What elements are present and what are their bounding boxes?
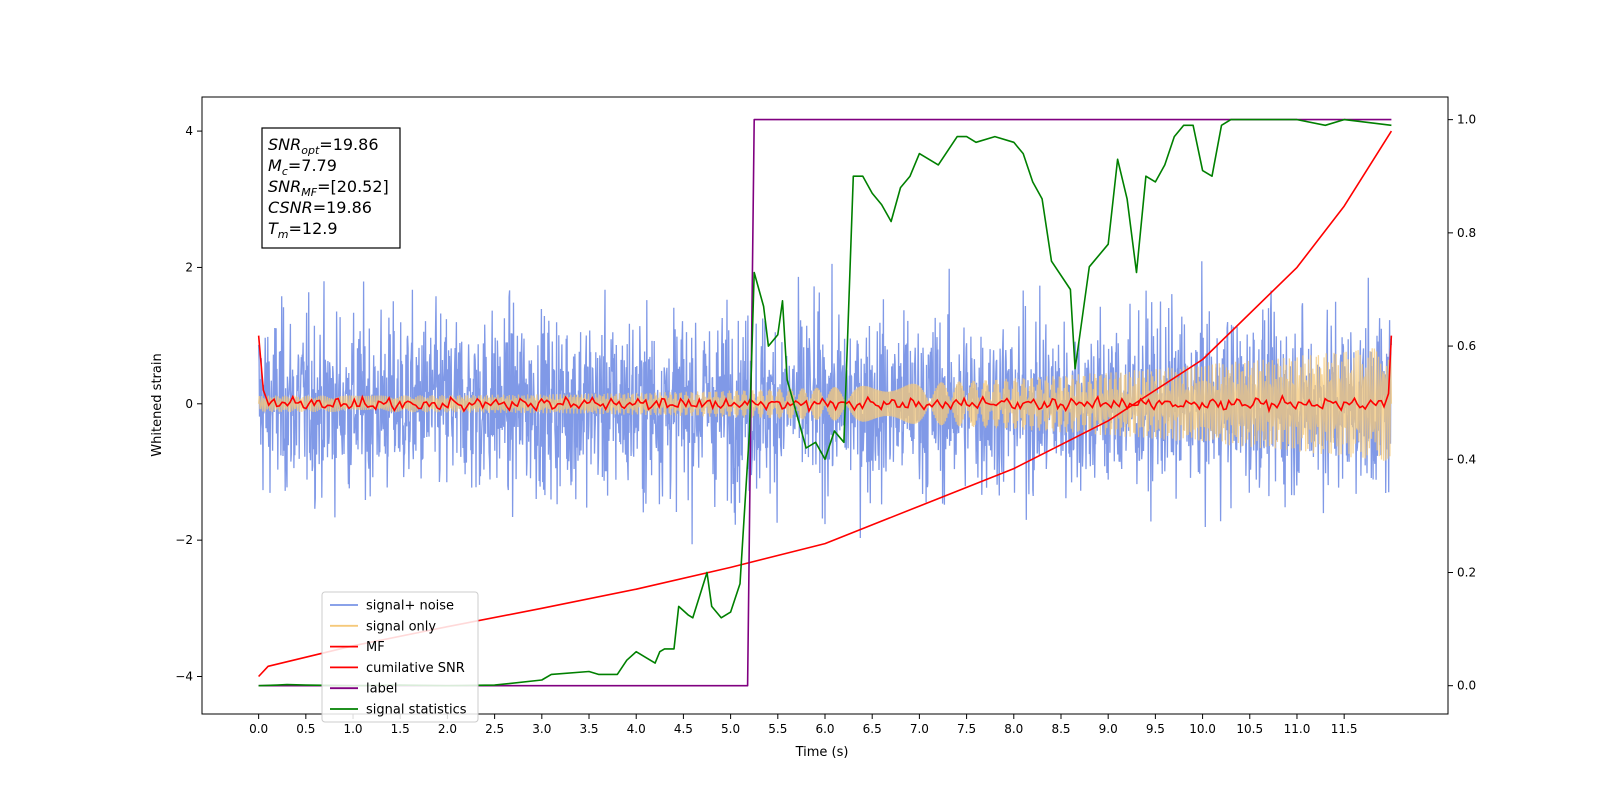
x-tick-label: 0.5: [296, 722, 315, 736]
legend-entry: signal+ noise: [366, 599, 454, 614]
x-tick-label: 8.0: [1004, 722, 1023, 736]
x-tick-label: 7.5: [957, 722, 976, 736]
y-tick-label: 2: [185, 260, 193, 274]
y-axis-ticks: 4 2 0 −2 −4: [175, 124, 202, 684]
annotation-frame: [261, 127, 401, 249]
x-tick-label: 3.5: [579, 722, 598, 736]
x-tick-label: 9.5: [1146, 722, 1165, 736]
x-tick-label: 5.5: [768, 722, 787, 736]
legend-entry: cumilative SNR: [366, 661, 465, 676]
series-signal-statistics: [258, 118, 1392, 687]
x-tick-label: 10.5: [1236, 722, 1263, 736]
y-tick-label: 0: [185, 397, 193, 411]
x-tick-label: 6.5: [863, 722, 882, 736]
y-axis-label: Whitened strain: [150, 353, 165, 456]
right-axis-ticks: 1.0 0.8 0.6 0.4 0.2 0.0: [1448, 113, 1476, 693]
right-tick-label: 0.0: [1457, 679, 1476, 693]
series-signal-only: [257, 348, 1393, 461]
x-tick-label: 7.0: [910, 722, 929, 736]
x-tick-label: 11.0: [1284, 722, 1311, 736]
right-tick-label: 1.0: [1457, 113, 1476, 127]
x-tick-label: 9.0: [1099, 722, 1118, 736]
x-tick-label: 0.0: [249, 722, 268, 736]
x-tick-label: 4.5: [674, 722, 693, 736]
right-tick-label: 0.6: [1457, 339, 1476, 353]
x-tick-label: 6.0: [815, 722, 834, 736]
legend-entry: MF: [366, 640, 385, 655]
x-tick-label: 4.0: [627, 722, 646, 736]
x-tick-label: 1.0: [343, 722, 362, 736]
x-tick-label: 11.5: [1331, 722, 1358, 736]
x-tick-label: 1.5: [391, 722, 410, 736]
annotation-line: SNRMF=[20.52]: [268, 177, 389, 199]
annotation-line: Mc=7.79: [268, 156, 337, 178]
legend-entry: signal statistics: [366, 703, 467, 718]
chart-legend: signal+ noise signal only MF cumilative SNR…: [321, 591, 479, 723]
x-tick-label: 5.0: [721, 722, 740, 736]
right-tick-label: 0.4: [1457, 452, 1476, 466]
y-tick-label: −2: [175, 533, 193, 547]
series-mf: [257, 335, 1393, 414]
x-tick-label: 2.5: [485, 722, 504, 736]
annotation-line: Tm=12.9: [268, 219, 338, 241]
x-axis-ticks: 0.0 0.5 1.0 1.5 2.0 2.5 3.0 3.5 4.0 4.5 5.0 5.5 6.0 6…: [249, 714, 1358, 736]
x-tick-label: 2.0: [438, 722, 457, 736]
x-axis-label: Time (s): [795, 745, 849, 760]
x-tick-label: 10.0: [1189, 722, 1216, 736]
y-tick-label: 4: [185, 124, 193, 138]
y-tick-label: −4: [175, 670, 193, 684]
legend-entry: signal only: [366, 619, 436, 634]
right-tick-label: 0.2: [1457, 565, 1476, 579]
x-tick-label: 3.0: [532, 722, 551, 736]
legend-entry: label: [366, 682, 397, 697]
legend-frame: [321, 591, 479, 723]
stats-annotation-box: SNRopt=19.86Mc=7.79SNRMF=[20.52]CSNR=19.…: [261, 127, 401, 249]
annotation-line: CSNR=19.86: [268, 198, 372, 217]
x-tick-label: 8.5: [1051, 722, 1070, 736]
annotation-line: SNRopt=19.86: [268, 135, 379, 157]
right-tick-label: 0.8: [1457, 226, 1476, 240]
